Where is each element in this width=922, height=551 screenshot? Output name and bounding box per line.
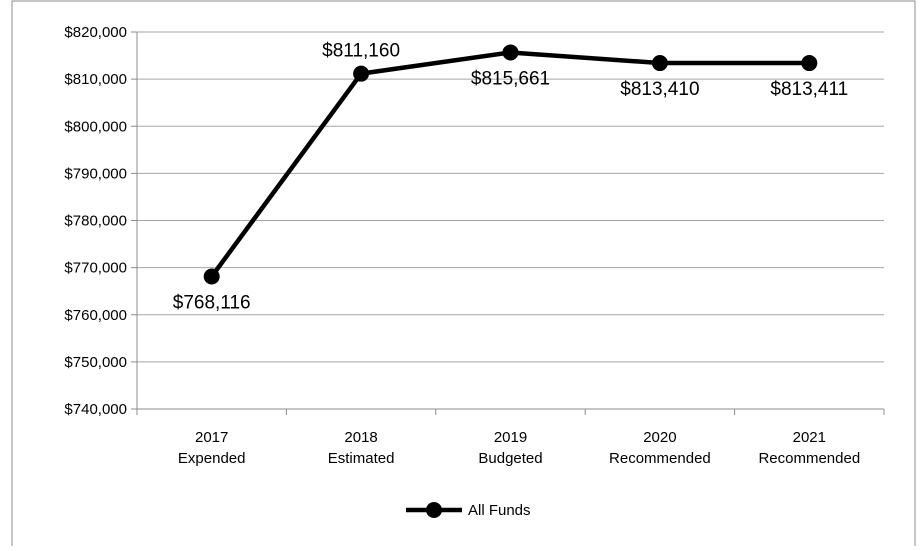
x-tick-label: 2017 Expended <box>178 429 246 467</box>
x-tick-label-line: Recommended <box>609 450 711 467</box>
y-tick-label: $770,000 <box>64 260 127 277</box>
data-label: $813,411 <box>770 79 848 100</box>
series-all-funds <box>203 44 818 285</box>
x-tick-label: 2019 Budgeted <box>478 429 542 467</box>
data-point <box>353 65 370 82</box>
x-tick-label-line: Estimated <box>328 450 395 467</box>
x-tick-label-line: 2021 <box>793 429 826 446</box>
y-axis-ticks: $740,000 $750,000 $760,000 $770,000 $780,000… <box>64 24 137 418</box>
gridlines <box>137 31 884 363</box>
data-label: $768,116 <box>173 293 251 314</box>
y-tick-label: $810,000 <box>64 71 127 88</box>
data-point <box>801 55 818 72</box>
y-tick-label: $820,000 <box>64 24 127 41</box>
data-point <box>651 55 668 72</box>
x-tick-label: 2021 Recommended <box>758 429 860 467</box>
legend: All Funds <box>406 502 531 519</box>
data-label: $815,661 <box>471 68 550 89</box>
x-tick-label: 2018 Estimated <box>328 429 395 467</box>
x-tick-label-line: Budgeted <box>478 450 542 467</box>
x-tick-label-line: Recommended <box>758 450 860 467</box>
chart-border <box>11 0 916 551</box>
data-labels: $768,116 $811,160 $815,661 $813,410 $813,411 <box>173 41 848 314</box>
x-tick-label-line: 2020 <box>643 429 676 446</box>
data-label: $813,410 <box>620 79 699 100</box>
x-tick-label-line: 2018 <box>344 429 377 446</box>
y-tick-label: $790,000 <box>64 165 127 182</box>
x-tick-label-line: Expended <box>178 450 246 467</box>
x-tick-label-line: 2019 <box>494 429 527 446</box>
data-label: $811,160 <box>322 41 400 62</box>
y-tick-label: $780,000 <box>64 213 127 230</box>
y-tick-label: $800,000 <box>64 118 127 135</box>
x-tick-label: 2020 Recommended <box>609 429 711 467</box>
legend-marker-icon <box>426 502 442 518</box>
x-tick-label-line: 2017 <box>195 429 228 446</box>
data-point <box>502 44 519 61</box>
legend-label: All Funds <box>468 502 531 519</box>
y-tick-label: $760,000 <box>64 307 127 324</box>
y-tick-label: $740,000 <box>64 401 127 418</box>
x-axis-ticks: 2017 Expended 2018 Estimated 2019 Budgeted 202… <box>136 409 885 467</box>
y-tick-label: $750,000 <box>64 354 127 371</box>
data-point <box>203 268 220 285</box>
